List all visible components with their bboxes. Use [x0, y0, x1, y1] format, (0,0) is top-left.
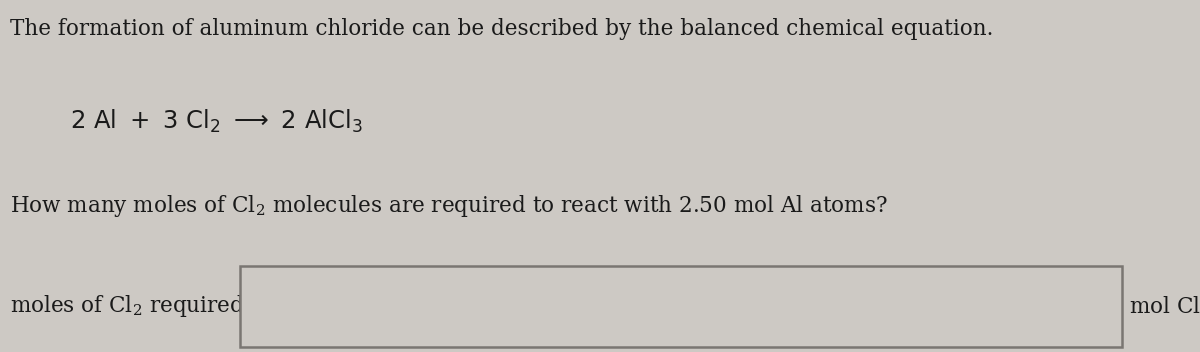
Text: The formation of aluminum chloride can be described by the balanced chemical equ: The formation of aluminum chloride can b…: [10, 18, 992, 40]
Bar: [240, 266, 1122, 347]
Text: How many moles of $\mathregular{Cl_2}$ molecules are required to react with 2.50: How many moles of $\mathregular{Cl_2}$ m…: [10, 193, 887, 219]
Text: mol $\mathregular{Cl_2}$: mol $\mathregular{Cl_2}$: [1129, 294, 1200, 319]
Text: $\mathregular{2\ Al\ +\ 3\ Cl_2\ \longrightarrow\ 2\ AlCl_3}$: $\mathregular{2\ Al\ +\ 3\ Cl_2\ \longri…: [70, 108, 362, 135]
Text: moles of $\mathregular{Cl_2}$ required:: moles of $\mathregular{Cl_2}$ required:: [10, 293, 250, 319]
